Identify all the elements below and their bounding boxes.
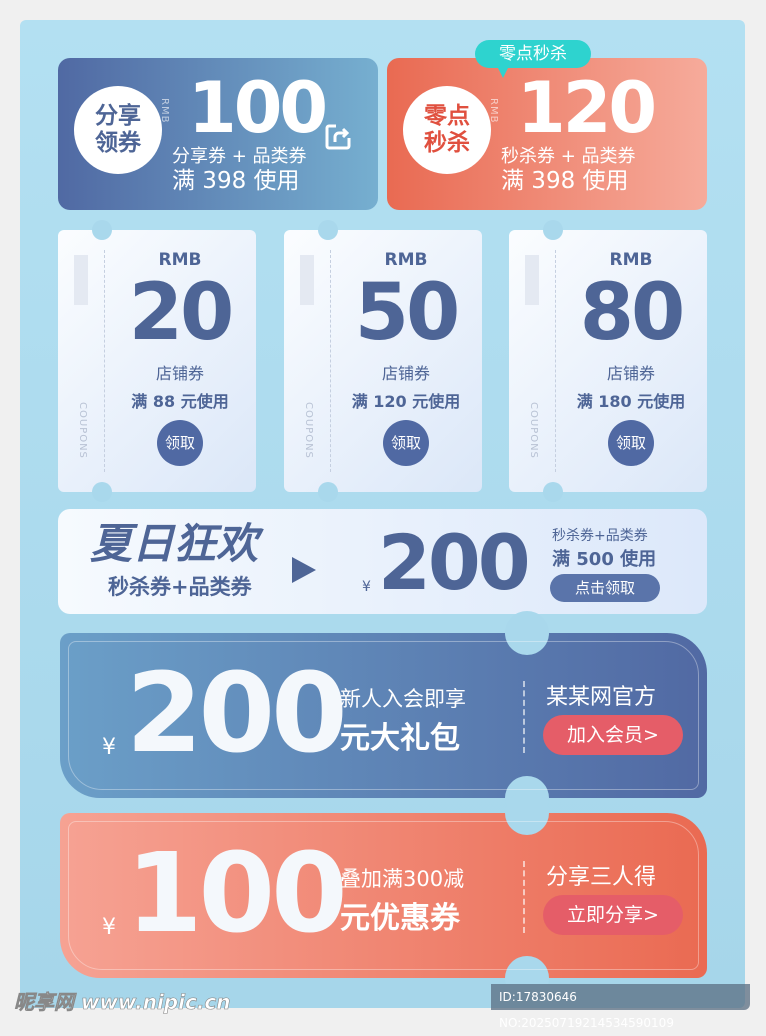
flash-sale-card[interactable]: 零点秒杀 RMB 120 秒杀券 + 品类券 满 398 使用	[387, 58, 707, 210]
image-id-label: ID:17830646 NO:20250719214534590109	[491, 984, 750, 1030]
claim-button[interactable]: 领取	[608, 420, 654, 466]
banner-currency: ¥	[362, 579, 371, 595]
flash-circle: 零点秒杀	[403, 86, 491, 174]
coupon-name: 店铺券	[606, 364, 655, 383]
rmb-label: RMB	[158, 250, 202, 270]
coupon-desc: 叠加满300减	[340, 867, 465, 891]
coupon-amount: 120	[517, 67, 657, 149]
coupon-amount: 100	[126, 829, 348, 957]
coupon-name: 店铺券	[381, 364, 430, 383]
coupon-right-title: 某某网官方	[546, 685, 657, 710]
play-arrow-icon	[292, 557, 316, 583]
coupon-right-title: 分享三人得	[546, 865, 657, 890]
claim-button[interactable]: 领取	[383, 420, 429, 466]
rmb-label: RMB	[609, 250, 653, 270]
coupon-amount: 100	[188, 67, 328, 149]
rmb-label: RMB	[384, 250, 428, 270]
member-coupon[interactable]: ¥ 200 新人入会即享 元大礼包 某某网官方 加入会员>	[60, 611, 707, 820]
coupon-condition: 满 180 元使用	[576, 392, 686, 411]
banner-type: 秒杀券+品类券	[552, 528, 648, 544]
coupon-condition: 满 88 元使用	[131, 392, 229, 411]
store-coupon-50[interactable]: COUPONS RMB 50 店铺券 满 120 元使用 领取	[284, 220, 482, 502]
banner-condition: 满 500 使用	[552, 549, 657, 570]
coupons-side-label: COUPONS	[303, 402, 314, 459]
summer-banner[interactable]: 夏日狂欢 秒杀券+品类券 ¥ 200 秒杀券+品类券 满 500 使用 点击领取	[58, 509, 707, 614]
rmb-label: RMB	[159, 98, 170, 124]
claim-now-button[interactable]: 点击领取	[550, 574, 660, 602]
banner-title: 夏日狂欢	[90, 519, 259, 568]
share-now-button[interactable]: 立即分享>	[543, 895, 683, 935]
banner-subtitle: 秒杀券+品类券	[108, 575, 252, 599]
coupon-desc: 新人入会即享	[340, 687, 466, 711]
banner-amount: 200	[378, 518, 531, 607]
flash-sale-badge: 零点秒杀	[475, 40, 591, 78]
coupon-condition: 满 398 使用	[501, 168, 629, 194]
rmb-label: RMB	[488, 98, 499, 124]
coupon-type: 分享券 + 品类券	[172, 146, 307, 167]
join-member-button[interactable]: 加入会员>	[543, 715, 683, 755]
store-coupon-20[interactable]: COUPONS RMB 20 店铺券 满 88 元使用 领取	[58, 220, 256, 502]
coupons-side-label: COUPONS	[528, 402, 539, 459]
coupon-title: 元大礼包	[340, 721, 460, 756]
coupon-amount: 50	[354, 268, 461, 358]
coupon-name: 店铺券	[155, 364, 204, 383]
coupon-condition: 满 398 使用	[172, 168, 300, 194]
coupon-amount: 200	[126, 649, 348, 777]
coupon-amount: 20	[128, 268, 235, 358]
coupons-side-label: COUPONS	[77, 402, 88, 459]
coupon-condition: 满 120 元使用	[351, 392, 461, 411]
coupon-currency: ¥	[102, 915, 116, 940]
coupon-type: 秒杀券 + 品类券	[501, 146, 636, 167]
claim-button[interactable]: 领取	[157, 420, 203, 466]
store-coupon-80[interactable]: COUPONS RMB 80 店铺券 满 180 元使用 领取	[509, 220, 707, 502]
coupon-title: 元优惠券	[340, 901, 460, 936]
share-coupon-card[interactable]: 分享领券 RMB 100 分享券 + 品类券 满 398 使用	[58, 58, 378, 210]
share-icon[interactable]	[324, 122, 354, 152]
share-discount-coupon[interactable]: ¥ 100 叠加满300减 元优惠券 分享三人得 立即分享>	[60, 791, 707, 1000]
watermark-logo: 昵享网 www.nipic.cn	[14, 990, 231, 1015]
share-circle: 分享领券	[74, 86, 162, 174]
coupon-amount: 80	[579, 268, 686, 358]
coupon-currency: ¥	[102, 735, 116, 760]
